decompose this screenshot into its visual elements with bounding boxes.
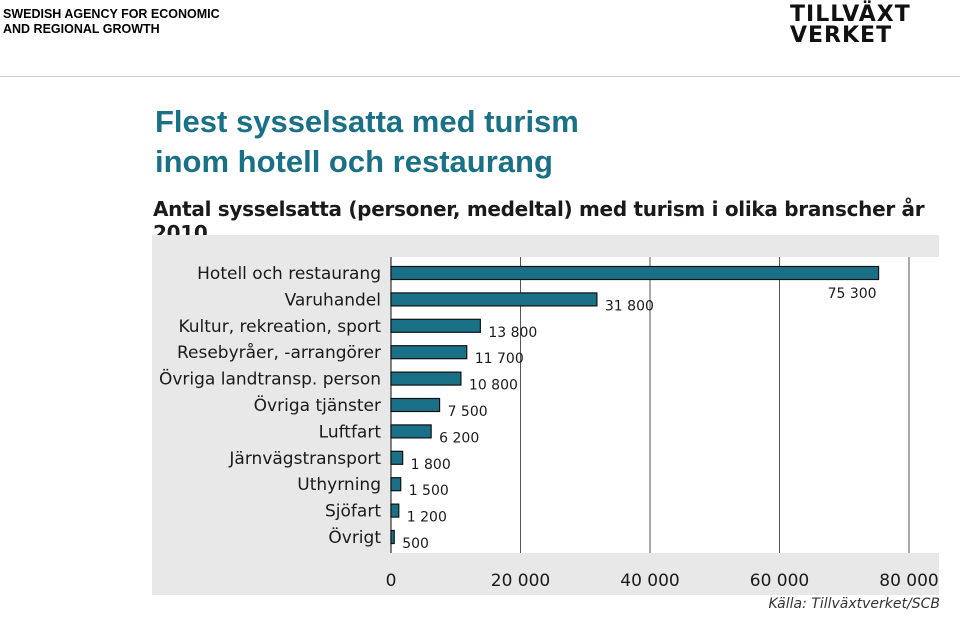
value-label: 500 bbox=[402, 536, 429, 552]
category-label: Varuhandel bbox=[285, 290, 381, 310]
category-label: Övriga tjänster bbox=[254, 394, 381, 416]
value-label: 13 800 bbox=[488, 325, 537, 341]
x-tick-label: 40 000 bbox=[620, 571, 679, 591]
category-label: Övriga landtransp. person bbox=[159, 368, 381, 390]
chart-area: Hotell och restaurang 75 300 Varuhandel 31 … bbox=[152, 235, 939, 595]
value-label: 7 500 bbox=[448, 404, 488, 420]
value-label: 1 500 bbox=[409, 483, 449, 499]
bar bbox=[390, 503, 400, 518]
category-label: Luftfart bbox=[319, 422, 382, 442]
logo-line-1: TILLVÄXT bbox=[790, 2, 911, 27]
bar bbox=[390, 371, 462, 386]
chart-title: Antal sysselsatta (personer, medeltal) m… bbox=[153, 197, 925, 245]
value-label: 6 200 bbox=[439, 430, 479, 446]
value-label: 1 200 bbox=[407, 510, 447, 526]
bar bbox=[390, 424, 432, 439]
bar-chart: Hotell och restaurang 75 300 Varuhandel 31 … bbox=[152, 235, 939, 595]
org-line-2: AND REGIONAL GROWTH bbox=[3, 22, 160, 36]
bar bbox=[390, 529, 395, 545]
org-line-1: SWEDISH AGENCY FOR ECONOMIC bbox=[3, 7, 220, 21]
category-label: Hotell och restaurang bbox=[197, 264, 381, 284]
tillvaxtverket-logo: TILLVÄXT VERKET bbox=[790, 4, 915, 50]
category-label: Sjöfart bbox=[325, 502, 381, 522]
value-label: 1 800 bbox=[411, 457, 451, 473]
x-tick-label: 60 000 bbox=[750, 571, 809, 591]
bar bbox=[390, 318, 481, 333]
category-label: Kultur, rekreation, sport bbox=[178, 317, 381, 337]
x-tick-label: 20 000 bbox=[491, 571, 550, 591]
value-label: 31 800 bbox=[605, 298, 654, 314]
bar bbox=[390, 397, 441, 413]
category-label: Järnvägstransport bbox=[228, 449, 381, 469]
value-label: 75 300 bbox=[828, 286, 877, 302]
bar bbox=[390, 450, 404, 465]
logo-line-2: VERKET bbox=[790, 23, 893, 48]
source-note: Källa: Tillväxtverket/SCB bbox=[768, 596, 941, 612]
slide-title-line-2: inom hotell och restaurang bbox=[155, 144, 553, 179]
category-label: Övrigt bbox=[328, 526, 381, 548]
category-label: Uthyrning bbox=[297, 475, 381, 495]
bar bbox=[390, 345, 468, 360]
header-divider bbox=[0, 76, 960, 77]
x-tick-label: 0 bbox=[386, 571, 397, 591]
x-tick-label: 80 000 bbox=[879, 571, 938, 591]
organization-name: SWEDISH AGENCY FOR ECONOMIC AND REGIONAL… bbox=[3, 7, 243, 37]
value-label: 10 800 bbox=[469, 378, 518, 394]
slide-title: Flest sysselsatta med turism inom hotell… bbox=[155, 102, 875, 182]
category-label: Resebyråer, -arrangörer bbox=[177, 342, 381, 363]
bar bbox=[390, 265, 880, 281]
bar bbox=[390, 292, 598, 307]
value-label: 11 700 bbox=[475, 351, 524, 367]
slide-title-line-1: Flest sysselsatta med turism bbox=[155, 104, 579, 139]
bar bbox=[390, 477, 402, 492]
